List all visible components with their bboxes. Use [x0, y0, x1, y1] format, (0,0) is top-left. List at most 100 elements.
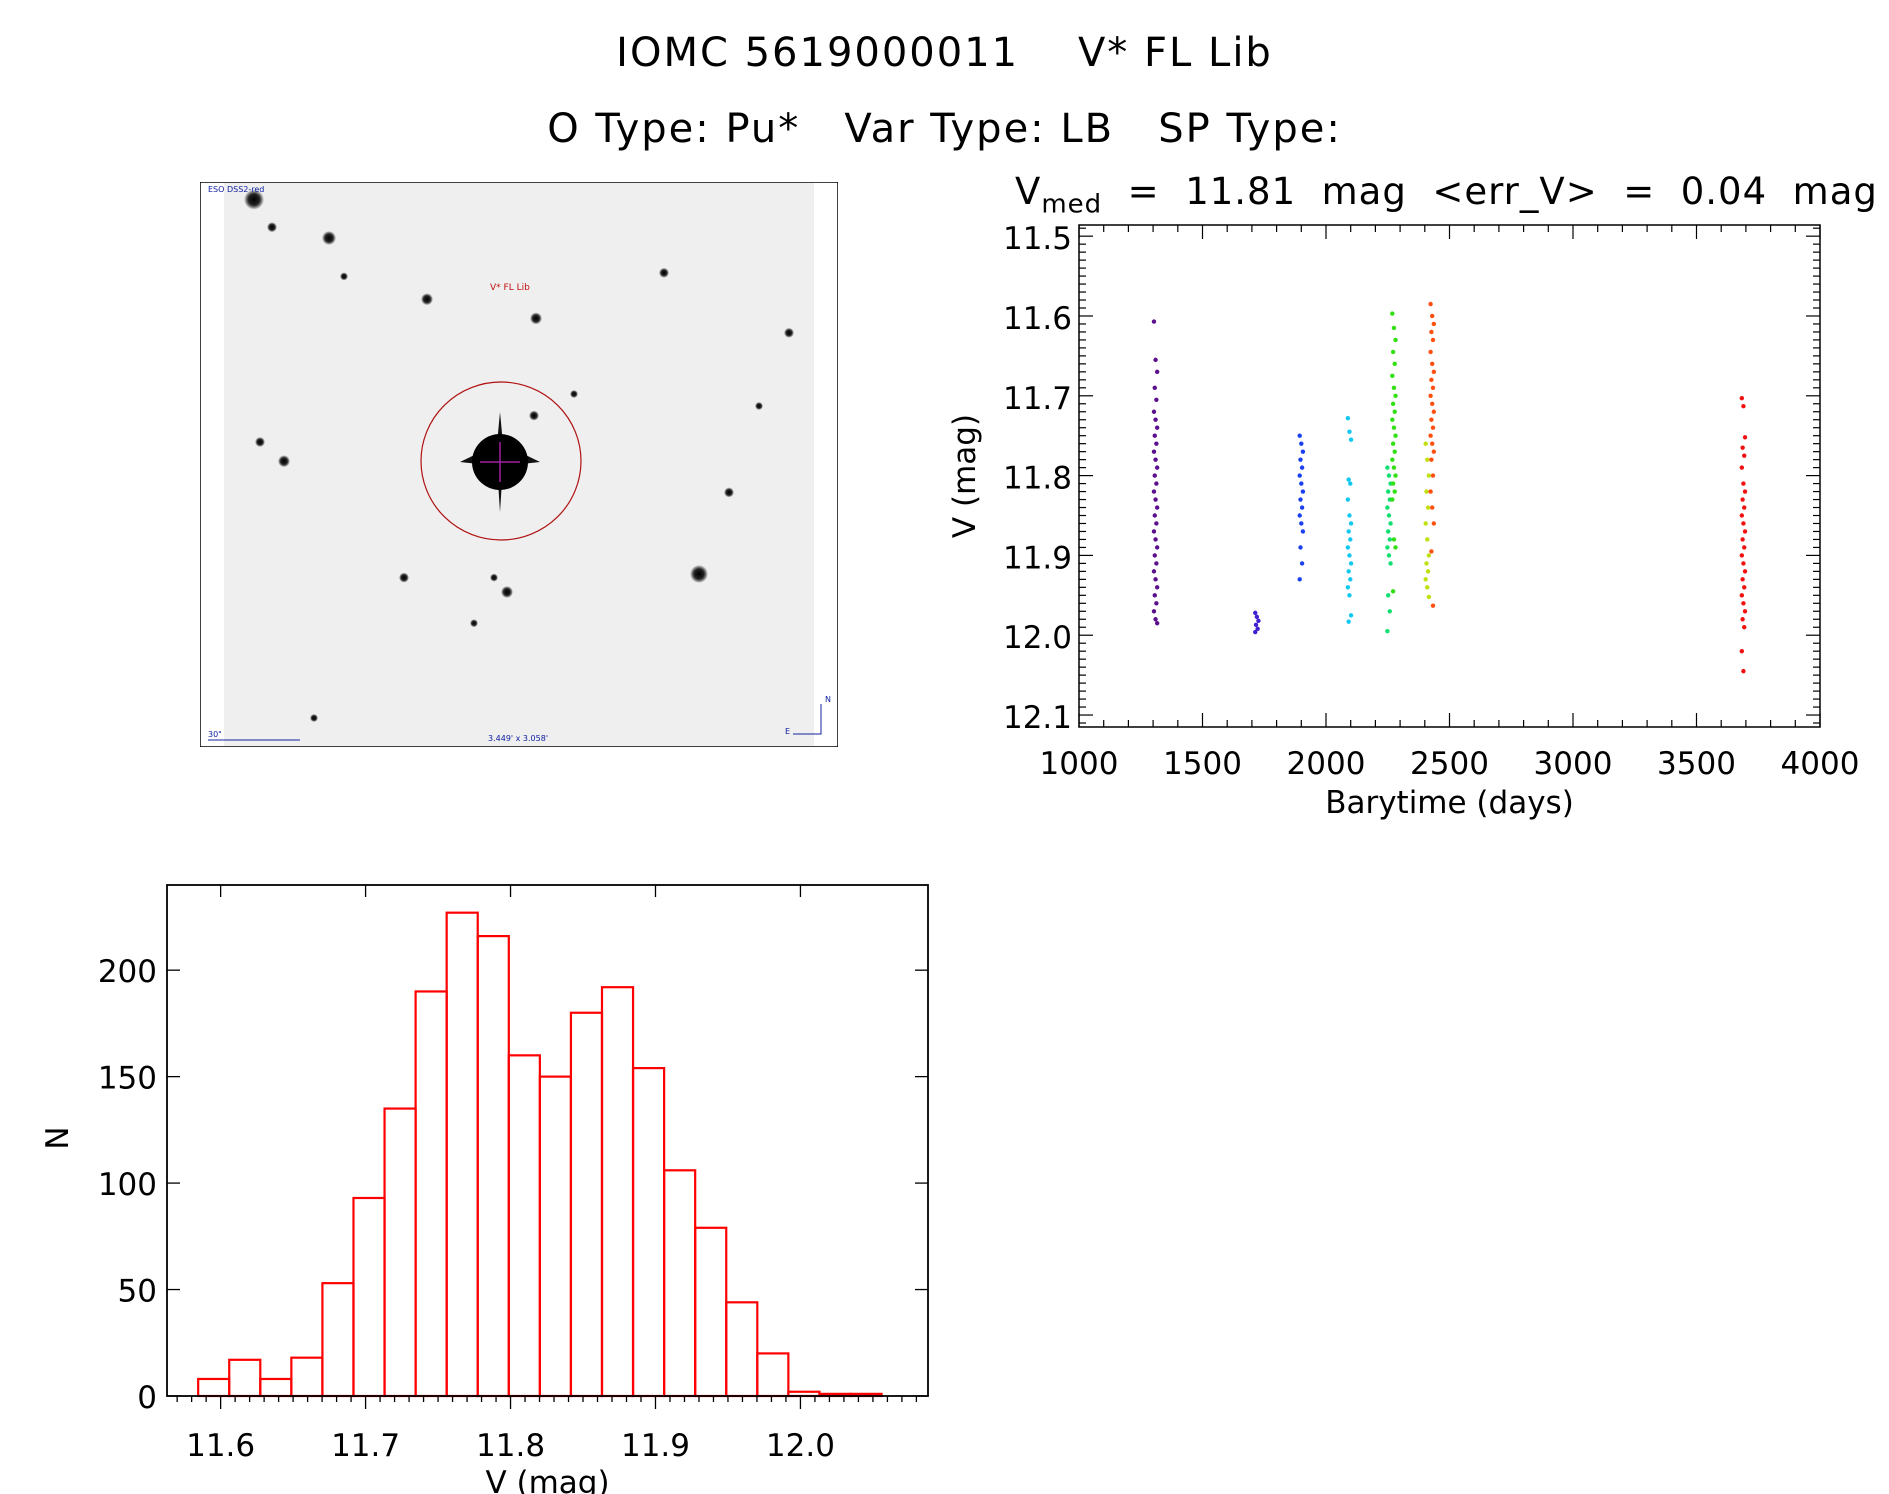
data-point [1429, 549, 1434, 554]
histogram-bar [725, 1301, 759, 1398]
data-point [1386, 513, 1392, 518]
data-point [1428, 489, 1433, 494]
data-point [1348, 437, 1354, 442]
data-point [1255, 626, 1260, 632]
data-point [1348, 613, 1354, 618]
y-tick-label: 50 [118, 1274, 157, 1310]
data-point [1152, 513, 1157, 518]
histogram-bar [445, 911, 479, 1398]
data-point [1741, 601, 1746, 606]
data-point [1393, 393, 1398, 398]
data-point [1391, 425, 1397, 430]
x-axis-label: Barytime (days) [1325, 785, 1574, 821]
data-point [1385, 545, 1390, 550]
data-point [1739, 593, 1745, 598]
data-point [1253, 629, 1258, 635]
field-star [724, 487, 734, 498]
field-star [255, 437, 265, 447]
data-point [1151, 609, 1157, 614]
data-point [1430, 401, 1435, 406]
data-point [1426, 594, 1432, 600]
data-point [1429, 377, 1434, 383]
field-star [244, 189, 264, 210]
data-point [1428, 433, 1433, 438]
data-point [1425, 569, 1431, 574]
data-point [1346, 569, 1351, 574]
data-point [1428, 349, 1433, 355]
field-star [310, 714, 318, 722]
finder-svg: ESO DSS2-red V* FL Lib 30" 3.449' x 3.05… [200, 182, 838, 747]
data-point [1386, 473, 1392, 478]
data-point [1299, 481, 1304, 486]
y-tick-label: 11.8 [1003, 461, 1072, 497]
data-point [1426, 553, 1432, 558]
data-point [1153, 577, 1158, 582]
data-point [1152, 433, 1157, 438]
field-star [340, 272, 348, 281]
data-point [1154, 561, 1159, 566]
data-point [1347, 513, 1352, 518]
data-point [1297, 577, 1302, 582]
data-point [1742, 585, 1747, 590]
data-point [1299, 465, 1305, 470]
histogram-bar [259, 1377, 293, 1398]
data-point [1742, 569, 1748, 574]
lightcurve-plot: 1000 1500 2000 2500 3000 3500 4000 11.5 11.6 11.7… [947, 221, 1859, 821]
data-point [1299, 505, 1305, 510]
x-tick-label: 12.0 [766, 1428, 835, 1464]
data-point [1151, 529, 1157, 534]
histogram-bar [507, 1054, 541, 1398]
x-axis-label: V (mag) [485, 1465, 609, 1494]
data-point [1739, 553, 1745, 558]
data-point [1742, 453, 1747, 458]
field-star [322, 231, 336, 245]
survey-label: ESO DSS2-red [208, 185, 264, 194]
data-point [1741, 521, 1746, 526]
data-point [1152, 553, 1157, 558]
scale-label: 30" [208, 730, 222, 739]
data-point [1391, 385, 1397, 391]
data-point [1740, 497, 1745, 502]
data-point [1151, 319, 1157, 324]
x-tick-label: 3500 [1657, 746, 1736, 782]
histogram-bar [538, 1075, 573, 1398]
data-point [1429, 457, 1434, 462]
data-point [1348, 561, 1354, 566]
data-point [1428, 301, 1433, 307]
data-point [1153, 497, 1158, 502]
data-point [1154, 601, 1159, 606]
histogram-bar [383, 1107, 417, 1398]
data-point [1430, 425, 1436, 430]
data-point [1392, 489, 1397, 494]
x-tick-label: 2000 [1287, 746, 1366, 782]
data-point [1388, 561, 1393, 566]
data-point [1154, 521, 1159, 526]
data-point [1425, 457, 1430, 462]
y-axis-label: N [40, 1126, 76, 1149]
data-point [1154, 465, 1160, 470]
data-point [1393, 433, 1398, 438]
chart-subtitle: O Type: Pu* Var Type: LB SP Type: [547, 106, 1342, 152]
data-point [1424, 489, 1429, 494]
data-point [1739, 465, 1745, 470]
data-point [1430, 385, 1436, 391]
histogram-bar [197, 1377, 231, 1398]
field-star [690, 565, 708, 583]
data-point [1154, 369, 1160, 375]
data-point [1345, 415, 1351, 421]
data-point [1154, 441, 1159, 446]
data-point [1348, 577, 1353, 582]
histogram-bar [414, 990, 448, 1398]
data-point [1385, 529, 1391, 534]
data-point [1392, 361, 1397, 367]
y-tick-label: 0 [137, 1380, 157, 1416]
data-point [1430, 337, 1436, 343]
y-tick-label: 11.6 [1003, 301, 1072, 337]
field-star [530, 312, 542, 325]
x-tick-label: 11.8 [476, 1428, 545, 1464]
field-star [529, 410, 539, 421]
data-point [1153, 457, 1158, 462]
data-point [1154, 585, 1160, 590]
data-point [1392, 409, 1397, 414]
